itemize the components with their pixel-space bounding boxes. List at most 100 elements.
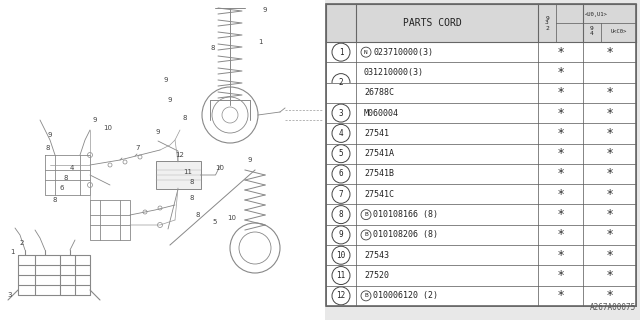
Text: 3: 3 [8, 292, 12, 298]
Text: *: * [557, 167, 564, 180]
Text: 2: 2 [20, 240, 24, 246]
Bar [326, 144, 636, 164]
Text: 9: 9 [168, 97, 172, 103]
Text: 9: 9 [164, 77, 168, 83]
Text: *: * [606, 127, 612, 140]
Text: 10: 10 [227, 215, 237, 221]
Text: 8: 8 [339, 210, 343, 219]
Text: 26788C: 26788C [364, 88, 394, 97]
Text: <U0,U1>: <U0,U1> [584, 12, 607, 17]
Text: B: B [364, 212, 368, 217]
Text: *: * [557, 107, 564, 120]
Text: *: * [606, 107, 612, 120]
Text: 9
3
2: 9 3 2 [545, 15, 549, 30]
Text: 9: 9 [93, 117, 97, 123]
Text: 10: 10 [337, 251, 346, 260]
Text: N: N [364, 50, 368, 55]
Bar [326, 286, 636, 306]
Text: 27520: 27520 [364, 271, 389, 280]
Text: 8: 8 [64, 175, 68, 181]
Text: *: * [606, 289, 612, 302]
Text: 11: 11 [184, 169, 193, 175]
Bar [156, 161, 200, 189]
Text: B: B [364, 293, 368, 298]
Bar [326, 164, 636, 184]
Text: *: * [557, 46, 564, 59]
Text: 2: 2 [339, 78, 343, 87]
Text: *: * [606, 147, 612, 160]
Bar [0, 0, 325, 320]
Text: 8: 8 [211, 45, 215, 51]
Bar [326, 4, 636, 42]
Bar [326, 83, 636, 103]
Text: 27543: 27543 [364, 251, 389, 260]
Text: *: * [606, 269, 612, 282]
Text: 8: 8 [189, 179, 195, 185]
Text: 8: 8 [183, 115, 188, 121]
Text: 1: 1 [339, 48, 343, 57]
Text: 8: 8 [196, 212, 200, 218]
Text: 12: 12 [337, 291, 346, 300]
Text: 9: 9 [48, 132, 52, 138]
Text: 9: 9 [248, 157, 252, 163]
Text: 7: 7 [136, 145, 140, 151]
Text: 9: 9 [339, 230, 343, 239]
Text: PARTS CORD: PARTS CORD [403, 18, 461, 28]
Text: 7: 7 [339, 190, 343, 199]
Text: *: * [557, 208, 564, 221]
Text: 27541B: 27541B [364, 170, 394, 179]
Text: *: * [557, 188, 564, 201]
Text: *: * [606, 228, 612, 241]
Text: *: * [557, 66, 564, 79]
Text: *: * [557, 86, 564, 99]
Text: 1: 1 [258, 39, 262, 45]
Text: *: * [557, 269, 564, 282]
Bar [326, 42, 636, 62]
Text: 6: 6 [339, 170, 343, 179]
Text: *: * [606, 167, 612, 180]
Text: *: * [557, 228, 564, 241]
Bar [326, 4, 636, 306]
Bar [326, 265, 636, 286]
Text: 8: 8 [52, 197, 57, 203]
Text: 4: 4 [339, 129, 343, 138]
Text: 27541C: 27541C [364, 190, 394, 199]
Text: 27541A: 27541A [364, 149, 394, 158]
Text: 010006120 (2): 010006120 (2) [373, 291, 438, 300]
Text: 8: 8 [189, 195, 195, 201]
Text: 8: 8 [45, 145, 51, 151]
Text: 010108206 (8): 010108206 (8) [373, 230, 438, 239]
Text: 9: 9 [156, 129, 160, 135]
Text: 5: 5 [213, 219, 217, 225]
Bar [326, 103, 636, 123]
Bar [326, 204, 636, 225]
Text: *: * [557, 289, 564, 302]
Text: 6: 6 [60, 185, 64, 191]
Text: *: * [606, 188, 612, 201]
Text: *: * [606, 46, 612, 59]
Bar [326, 245, 636, 265]
Text: A267A00075: A267A00075 [589, 303, 636, 312]
Text: *: * [557, 249, 564, 262]
Text: 11: 11 [337, 271, 346, 280]
Text: 12: 12 [175, 152, 184, 158]
Text: *: * [606, 249, 612, 262]
Bar [326, 184, 636, 204]
Bar [326, 225, 636, 245]
Bar [326, 62, 636, 83]
Text: 10: 10 [104, 125, 113, 131]
Text: U<C0>: U<C0> [611, 29, 627, 34]
Text: 10: 10 [216, 165, 225, 171]
Text: 9
4: 9 4 [590, 26, 594, 36]
Text: *: * [557, 127, 564, 140]
Text: 27541: 27541 [364, 129, 389, 138]
Text: M060004: M060004 [364, 108, 399, 117]
Text: 023710000(3): 023710000(3) [373, 48, 433, 57]
Text: 9: 9 [263, 7, 268, 13]
Text: 031210000(3): 031210000(3) [364, 68, 424, 77]
Text: B: B [364, 232, 368, 237]
Text: 1: 1 [10, 249, 14, 255]
Text: *: * [606, 208, 612, 221]
Text: *: * [606, 86, 612, 99]
Text: 3: 3 [339, 108, 343, 117]
